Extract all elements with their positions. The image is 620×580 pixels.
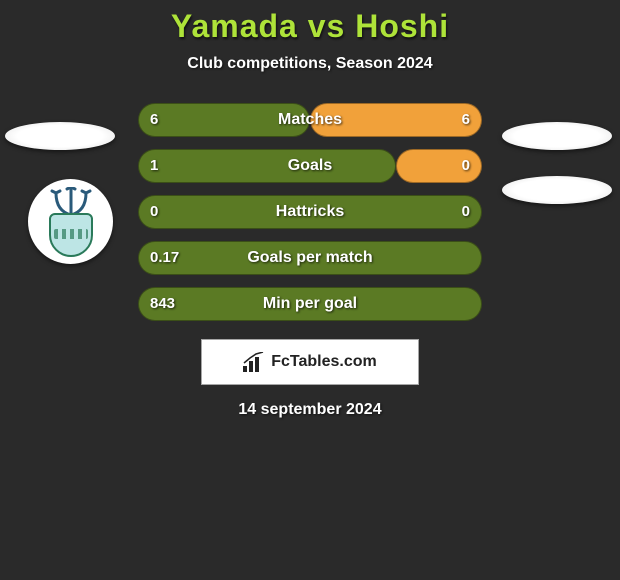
team-left-logo-icon bbox=[28, 179, 113, 264]
bar-row: 0.17 Goals per match bbox=[138, 241, 482, 275]
bar-left bbox=[138, 149, 396, 183]
bar-category-label: Matches bbox=[278, 103, 342, 137]
brand-text: FcTables.com bbox=[271, 353, 377, 371]
bar-category-label: Goals bbox=[288, 149, 332, 183]
bar-value-left: 0 bbox=[150, 195, 158, 229]
bar-value-right: 6 bbox=[462, 103, 470, 137]
bar-value-right: 0 bbox=[462, 149, 470, 183]
bar-category-label: Goals per match bbox=[247, 241, 372, 275]
team-right-placeholder-icon bbox=[502, 176, 612, 204]
bar-category-label: Hattricks bbox=[276, 195, 344, 229]
date-label: 14 september 2024 bbox=[0, 401, 620, 419]
bar-value-right: 0 bbox=[462, 195, 470, 229]
player-right-placeholder-icon bbox=[502, 122, 612, 150]
bar-value-left: 6 bbox=[150, 103, 158, 137]
page-title: Yamada vs Hoshi bbox=[0, 8, 620, 45]
bar-category-label: Min per goal bbox=[263, 287, 357, 321]
bar-value-left: 1 bbox=[150, 149, 158, 183]
brand-badge: FcTables.com bbox=[201, 339, 419, 385]
root: Yamada vs Hoshi Club competitions, Seaso… bbox=[0, 0, 620, 580]
bar-row: 6 6 Matches bbox=[138, 103, 482, 137]
chart-icon bbox=[243, 352, 265, 372]
bar-row: 1 0 Goals bbox=[138, 149, 482, 183]
bar-value-left: 843 bbox=[150, 287, 175, 321]
player-left-placeholder-icon bbox=[5, 122, 115, 150]
bar-row: 843 Min per goal bbox=[138, 287, 482, 321]
bar-row: 0 0 Hattricks bbox=[138, 195, 482, 229]
comparison-bars: 6 6 Matches 1 0 Goals 0 0 Hattricks 0.17 Goals per… bbox=[138, 103, 482, 321]
bar-value-left: 0.17 bbox=[150, 241, 179, 275]
page-subtitle: Club competitions, Season 2024 bbox=[0, 55, 620, 73]
